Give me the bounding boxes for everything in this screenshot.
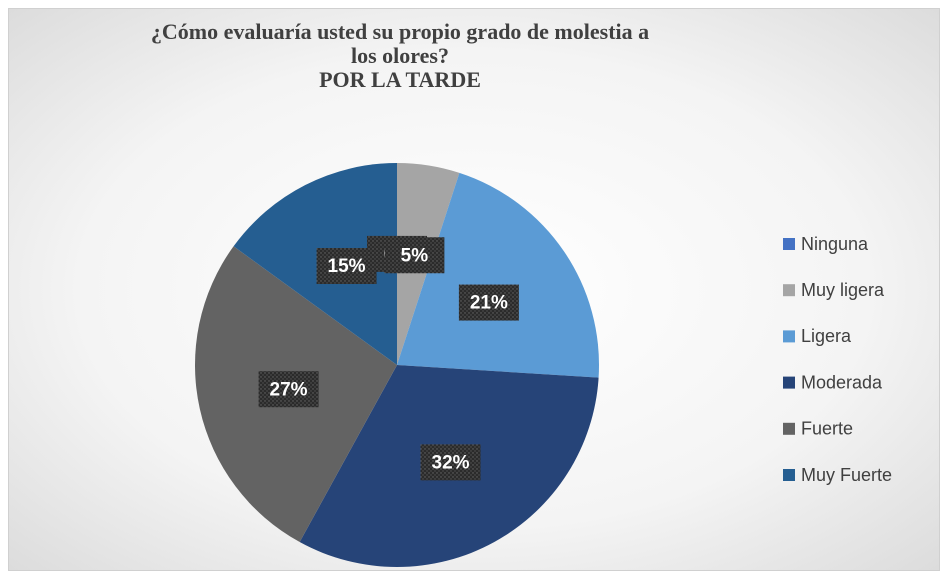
legend-label: Ninguna: [801, 234, 869, 254]
legend-label: Fuerte: [801, 419, 853, 439]
data-label: 32%: [432, 452, 470, 473]
legend-swatch: [783, 469, 795, 481]
data-label: 27%: [270, 379, 308, 400]
data-label-box: [458, 284, 519, 321]
data-label-box: [420, 444, 481, 481]
pie-slice: [397, 172, 599, 378]
pie-slice: [233, 163, 397, 365]
legend-swatch: [783, 422, 795, 435]
legend-label: Ligera: [801, 326, 852, 346]
chart-title: ¿Cómo evaluaría usted su propio grado de…: [150, 19, 650, 68]
data-label-box: [316, 248, 377, 285]
legend-label: Muy ligera: [801, 280, 885, 300]
data-label-box: [258, 371, 319, 408]
data-label-box: [384, 237, 445, 274]
data-label: 15%: [328, 256, 366, 277]
legend-swatch: [783, 376, 795, 389]
legend-label: Moderada: [801, 372, 883, 392]
chart-subtitle: POR LA TARDE: [319, 67, 481, 92]
title-block: ¿Cómo evaluaría usted su propio grado de…: [150, 20, 650, 92]
legend-swatch: [783, 330, 795, 343]
legend-swatch: [783, 238, 795, 250]
data-label: 21%: [470, 293, 508, 314]
legend-label: Muy Fuerte: [801, 465, 892, 485]
legend-swatch: [783, 284, 795, 297]
data-label: 5%: [401, 245, 429, 266]
